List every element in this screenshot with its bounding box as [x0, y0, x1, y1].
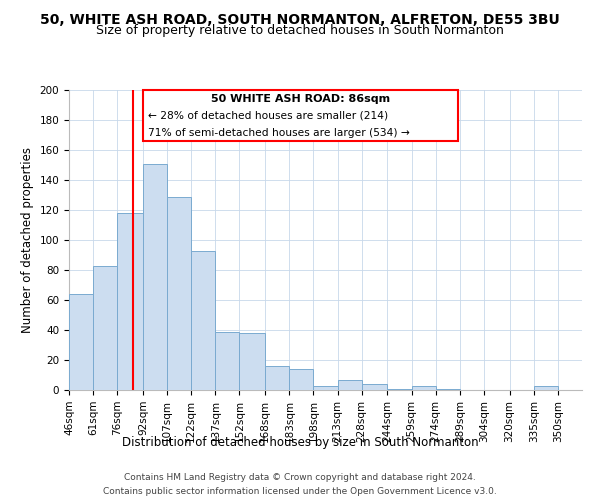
Y-axis label: Number of detached properties: Number of detached properties: [21, 147, 34, 333]
Bar: [436, 388, 460, 390]
Text: Size of property relative to detached houses in South Normanton: Size of property relative to detached ho…: [96, 24, 504, 37]
Text: ← 28% of detached houses are smaller (214): ← 28% of detached houses are smaller (21…: [148, 111, 388, 121]
Text: Distribution of detached houses by size in South Normanton: Distribution of detached houses by size …: [122, 436, 478, 449]
Bar: [338, 380, 362, 390]
Text: Contains HM Land Registry data © Crown copyright and database right 2024.: Contains HM Land Registry data © Crown c…: [124, 473, 476, 482]
Bar: [412, 386, 436, 390]
Bar: [362, 384, 388, 390]
FancyBboxPatch shape: [143, 90, 458, 141]
Bar: [239, 333, 265, 390]
Bar: [313, 386, 338, 390]
Text: Contains public sector information licensed under the Open Government Licence v3: Contains public sector information licen…: [103, 486, 497, 496]
Bar: [93, 266, 117, 390]
Bar: [388, 388, 412, 390]
Text: 50, WHITE ASH ROAD, SOUTH NORMANTON, ALFRETON, DE55 3BU: 50, WHITE ASH ROAD, SOUTH NORMANTON, ALF…: [40, 12, 560, 26]
Bar: [143, 164, 167, 390]
Bar: [69, 294, 93, 390]
Bar: [167, 196, 191, 390]
Bar: [117, 213, 143, 390]
Text: 50 WHITE ASH ROAD: 86sqm: 50 WHITE ASH ROAD: 86sqm: [211, 94, 390, 104]
Bar: [289, 369, 313, 390]
Bar: [191, 250, 215, 390]
Bar: [215, 332, 239, 390]
Text: 71% of semi-detached houses are larger (534) →: 71% of semi-detached houses are larger (…: [148, 128, 410, 138]
Bar: [534, 386, 558, 390]
Bar: [265, 366, 289, 390]
